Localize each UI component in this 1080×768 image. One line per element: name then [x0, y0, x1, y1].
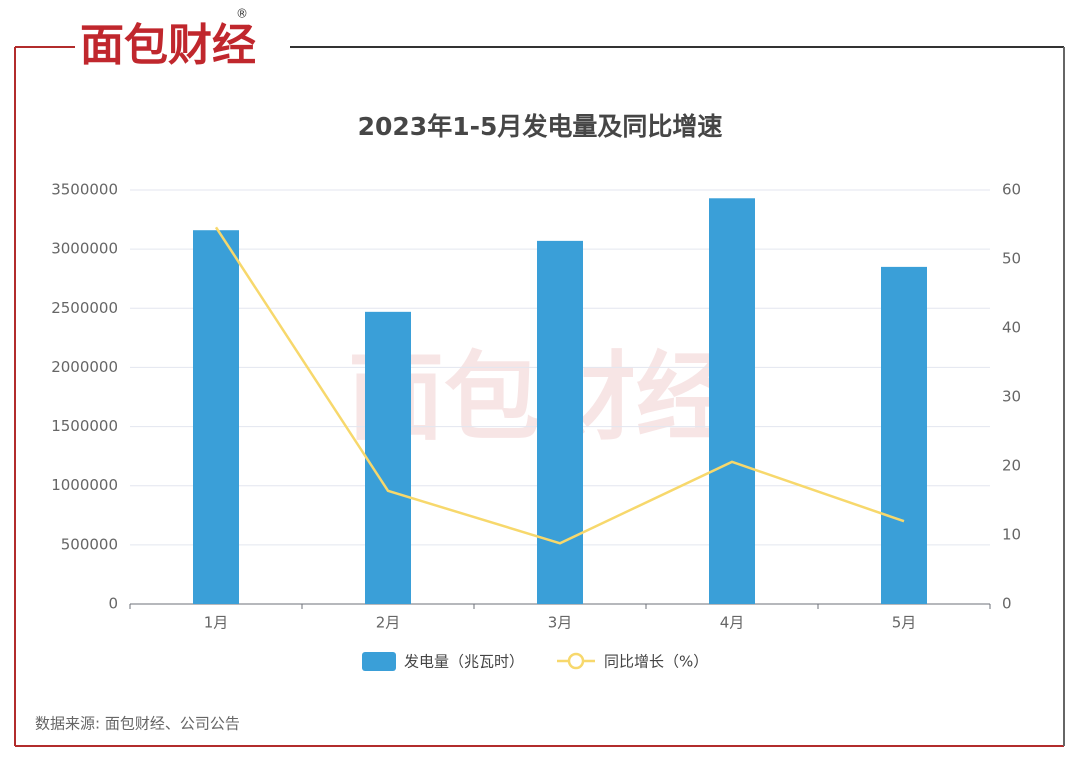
legend-label: 同比增长（%） — [604, 653, 708, 671]
x-tick-label: 2月 — [376, 614, 401, 632]
y2-tick-label: 60 — [1002, 181, 1021, 199]
x-tick-label: 1月 — [204, 614, 229, 632]
legend-label: 发电量（兆瓦时） — [404, 653, 524, 671]
chart-title: 2023年1-5月发电量及同比增速 — [358, 112, 723, 141]
bar — [709, 198, 755, 604]
y2-tick-label: 40 — [1002, 319, 1021, 337]
bar — [193, 230, 239, 604]
y2-tick-label: 50 — [1002, 250, 1021, 268]
logo-registered: ® — [236, 7, 248, 21]
x-tick-label: 5月 — [892, 614, 917, 632]
y-tick-label: 1500000 — [51, 417, 118, 435]
y-tick-label: 3000000 — [51, 240, 118, 258]
logo: 面包财经 — [80, 20, 256, 71]
y-tick-label: 2000000 — [51, 358, 118, 376]
y2-tick-label: 20 — [1002, 457, 1021, 475]
y-tick-label: 0 — [108, 595, 118, 613]
y-tick-label: 2500000 — [51, 299, 118, 317]
y-tick-label: 500000 — [61, 535, 118, 553]
y2-tick-label: 10 — [1002, 526, 1021, 544]
y2-tick-label: 30 — [1002, 388, 1021, 406]
y-tick-label: 1000000 — [51, 476, 118, 494]
bar — [881, 266, 927, 604]
bar — [537, 240, 583, 604]
y-tick-label: 3500000 — [51, 181, 118, 199]
y2-tick-label: 0 — [1002, 595, 1012, 613]
x-tick-label: 4月 — [720, 614, 745, 632]
source-note: 数据来源: 面包财经、公司公告 — [35, 715, 240, 733]
x-tick-label: 3月 — [548, 614, 573, 632]
bar — [365, 311, 411, 604]
legend-swatch — [362, 652, 396, 671]
line — [214, 226, 905, 545]
legend-swatch-marker — [567, 652, 585, 670]
